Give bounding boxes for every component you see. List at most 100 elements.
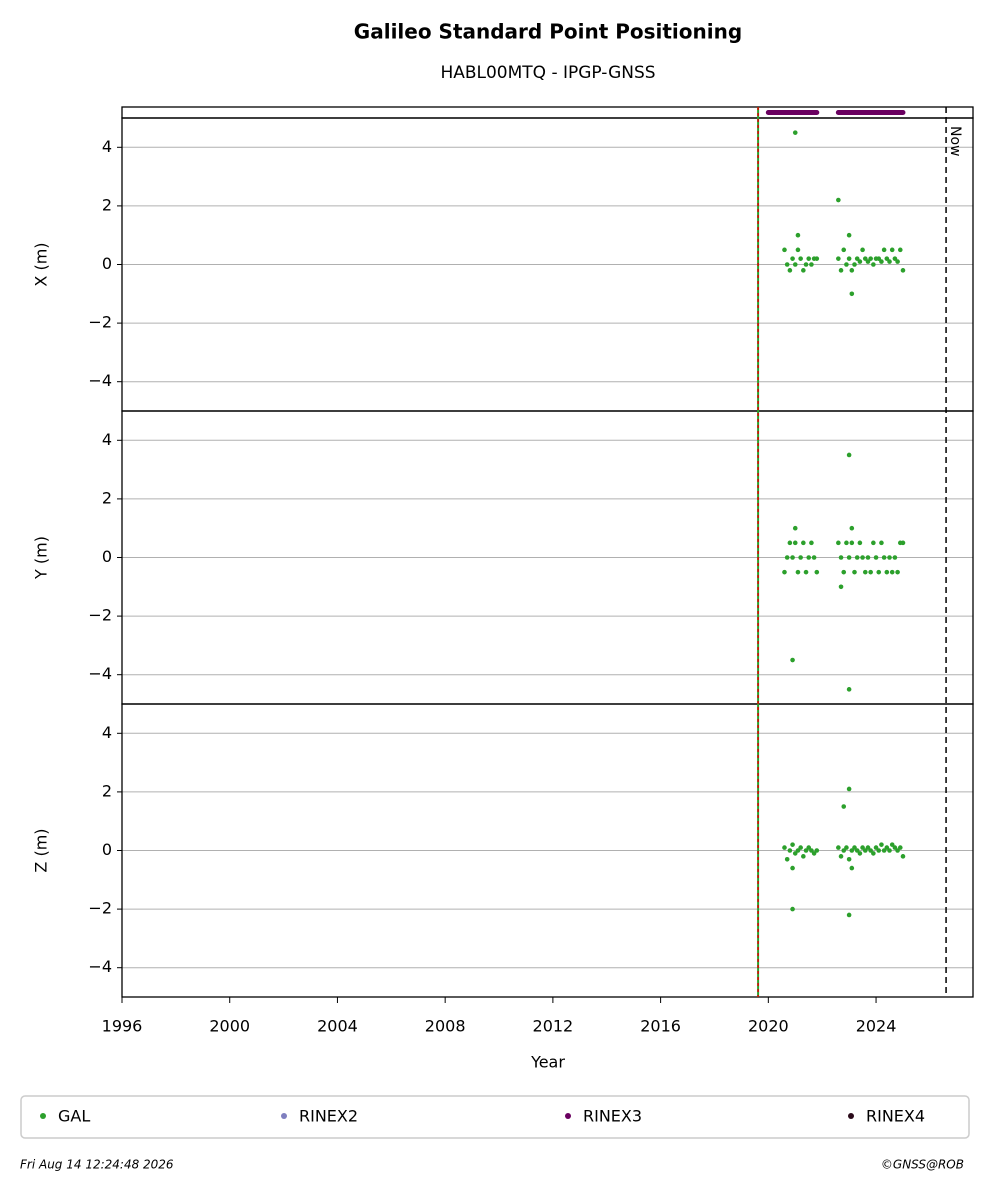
data-point bbox=[854, 848, 860, 853]
now-label: Now bbox=[947, 126, 963, 157]
data-point bbox=[814, 848, 820, 853]
data-point bbox=[857, 851, 863, 856]
y-tick-label: 0 bbox=[102, 840, 112, 859]
data-point bbox=[873, 555, 879, 560]
y-tick-label: 2 bbox=[102, 195, 112, 214]
data-point bbox=[814, 569, 820, 575]
availability-frame bbox=[121, 106, 974, 119]
data-point bbox=[865, 555, 871, 560]
data-point bbox=[784, 262, 790, 267]
data-point bbox=[862, 569, 868, 575]
data-point bbox=[811, 555, 817, 560]
data-point bbox=[841, 804, 847, 809]
data-point bbox=[881, 247, 887, 253]
data-point bbox=[849, 848, 855, 853]
legend-box bbox=[20, 1095, 970, 1139]
data-point bbox=[836, 845, 841, 850]
data-point bbox=[798, 256, 803, 261]
data-point bbox=[876, 848, 882, 853]
x-axis-label: Year bbox=[530, 1053, 565, 1072]
y-tick-label: 4 bbox=[102, 723, 112, 742]
x-tick-label: 2020 bbox=[748, 1017, 789, 1036]
data-point bbox=[876, 569, 882, 575]
data-point bbox=[801, 854, 806, 859]
legend-marker bbox=[40, 1113, 46, 1119]
data-point bbox=[846, 232, 852, 238]
data-point bbox=[803, 262, 809, 267]
data-point bbox=[892, 555, 898, 560]
data-point bbox=[889, 247, 895, 253]
data-point bbox=[838, 555, 844, 560]
data-point bbox=[784, 856, 790, 862]
x-tick-label: 2000 bbox=[209, 1017, 250, 1036]
data-point bbox=[862, 848, 868, 853]
data-point bbox=[790, 842, 795, 847]
data-point bbox=[844, 540, 849, 546]
data-point bbox=[876, 256, 882, 261]
title: Galileo Standard Point Positioning bbox=[354, 20, 742, 44]
data-point bbox=[836, 256, 841, 261]
data-point bbox=[868, 569, 873, 575]
data-point bbox=[838, 268, 844, 273]
data-point bbox=[887, 259, 892, 264]
data-point bbox=[838, 584, 844, 590]
data-point bbox=[811, 851, 817, 856]
data-point bbox=[871, 851, 876, 856]
legend-marker bbox=[848, 1113, 854, 1119]
data-point bbox=[790, 256, 795, 261]
data-point bbox=[846, 786, 852, 792]
data-point bbox=[900, 854, 906, 859]
data-point bbox=[854, 256, 860, 261]
data-point bbox=[887, 555, 892, 560]
data-point bbox=[792, 525, 798, 531]
data-point bbox=[790, 906, 795, 912]
data-point bbox=[852, 262, 857, 267]
data-point bbox=[857, 259, 863, 264]
data-point bbox=[803, 569, 809, 575]
data-point bbox=[792, 851, 798, 856]
data-point bbox=[868, 256, 873, 261]
data-point bbox=[852, 845, 857, 850]
footer-credit: ©GNSS@ROB bbox=[881, 1158, 964, 1172]
panel-frame bbox=[121, 703, 974, 998]
data-point bbox=[849, 525, 855, 531]
data-point bbox=[787, 540, 793, 546]
data-point bbox=[795, 247, 801, 253]
data-point bbox=[846, 256, 852, 261]
data-point bbox=[892, 845, 898, 850]
data-point bbox=[881, 848, 887, 853]
data-point bbox=[871, 540, 876, 546]
data-point bbox=[857, 540, 863, 546]
data-point bbox=[860, 845, 865, 850]
data-point bbox=[900, 268, 906, 273]
data-point bbox=[798, 555, 803, 560]
data-point bbox=[897, 845, 903, 850]
data-point bbox=[879, 540, 884, 546]
data-point bbox=[846, 555, 852, 560]
data-point bbox=[806, 845, 812, 850]
data-point bbox=[841, 247, 847, 253]
data-point bbox=[884, 569, 890, 575]
data-point bbox=[792, 262, 798, 267]
data-point bbox=[854, 555, 860, 560]
data-point bbox=[809, 262, 814, 267]
legend-label: RINEX2 bbox=[299, 1107, 358, 1126]
y-axis-label: Z (m) bbox=[32, 828, 51, 872]
data-point bbox=[849, 865, 855, 871]
data-point bbox=[803, 848, 809, 853]
data-point bbox=[879, 259, 884, 264]
data-point bbox=[862, 256, 868, 261]
data-point bbox=[879, 842, 884, 847]
legend-label: RINEX3 bbox=[583, 1107, 642, 1126]
y-tick-label: 0 bbox=[102, 547, 112, 566]
data-point bbox=[784, 555, 790, 560]
data-point bbox=[865, 845, 871, 850]
data-point bbox=[895, 259, 900, 264]
data-point bbox=[782, 845, 787, 850]
x-tick-label: 2024 bbox=[856, 1017, 897, 1036]
data-point bbox=[782, 569, 787, 575]
y-tick-label: −2 bbox=[88, 313, 112, 332]
y-tick-label: −4 bbox=[88, 664, 112, 683]
x-tick-label: 2004 bbox=[317, 1017, 358, 1036]
